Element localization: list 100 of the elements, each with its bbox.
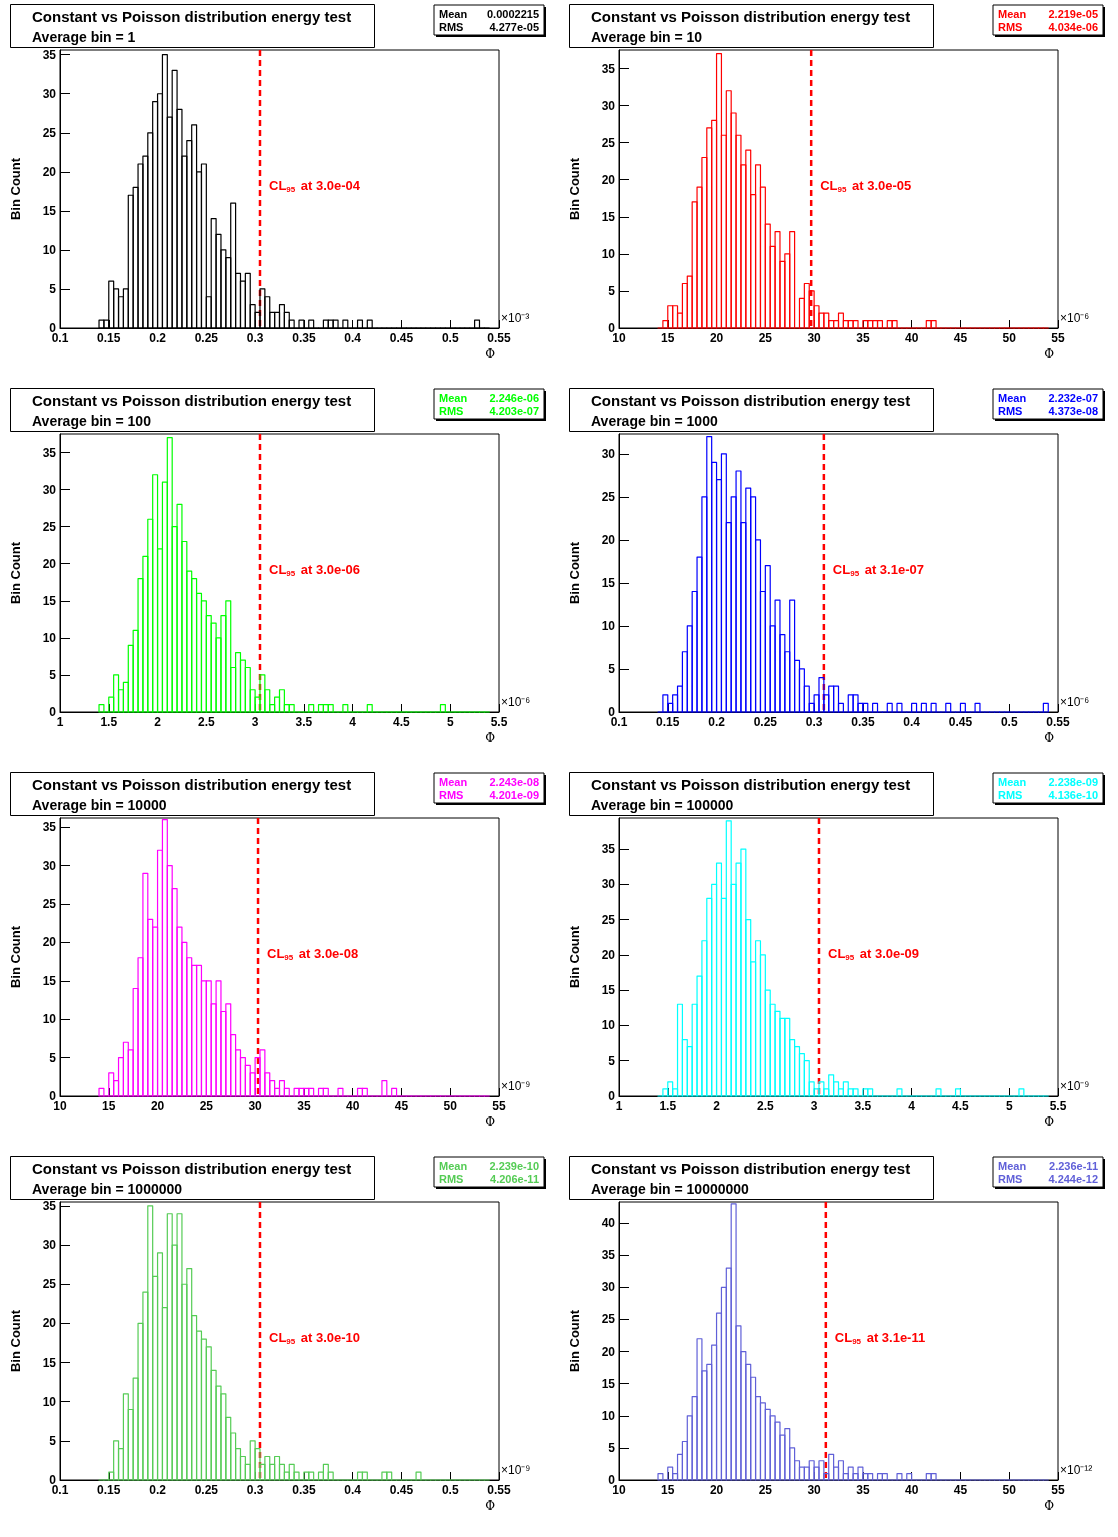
x-tick-label: 0.55 [487,331,511,345]
chart-title: Constant vs Poisson distribution energy test [591,776,911,793]
x-tick-label: 25 [758,331,773,345]
y-tick-label: 25 [42,125,57,140]
x-tick-label: 0.15 [97,331,121,345]
x-tick-label: 0.2 [149,331,167,345]
y-tick-label: 5 [608,283,616,298]
x-tick-label: 0.45 [389,331,414,345]
y-tick-label: 20 [601,532,616,547]
y-tick-label: 25 [601,912,616,927]
text: Mean 2.238e-09 [998,775,1098,788]
y-tick-label: 35 [601,61,616,76]
x-tick-label: 0.2 [149,1483,167,1497]
x-tick-label: 40 [904,331,919,345]
x-tick-label: 3.5 [854,1099,872,1113]
text: Mean 2.246e-06 [439,391,539,404]
text: RMS 4.244e-12 [998,1172,1098,1185]
y-tick-label: 30 [601,1280,616,1295]
x-axis-title: Φ [485,1115,496,1129]
text: ×10⁻³ [501,311,530,325]
x-tick-label: 40 [345,1099,360,1113]
text: RMS 4.373e-08 [998,404,1098,417]
x-tick-label: 0.25 [194,331,219,345]
y-tick-label: 30 [42,1238,57,1253]
y-tick-label: 15 [601,575,616,590]
x-axis-title: Φ [1044,1499,1055,1513]
y-tick-label: 10 [42,1012,57,1027]
y-axis-title: Bin Count [567,541,582,605]
y-tick-label: 30 [42,858,57,873]
y-tick-label: 20 [601,1344,616,1359]
x-tick-label: 45 [953,331,968,345]
text: ×10⁻⁶ [1060,695,1090,709]
x-tick-label: 20 [709,331,724,345]
chart-title: Constant vs Poisson distribution energy test [32,8,352,25]
x-axis-title: Φ [485,1499,496,1513]
text: Mean 2.239e-10 [439,1159,539,1172]
y-tick-label: 40 [601,1216,616,1231]
chart-title: Constant vs Poisson distribution energy test [32,776,352,793]
y-tick-label: 0 [49,1089,57,1103]
x-tick-label: 0.55 [487,1483,511,1497]
y-tick-label: 10 [42,242,57,257]
y-tick-label: 35 [42,1198,57,1213]
y-tick-label: 10 [601,1408,616,1423]
x-tick-label: 30 [807,331,822,345]
y-tick-label: 0 [608,1089,616,1103]
x-tick-label: 0.35 [292,1483,316,1497]
x-tick-label: 50 [443,1099,458,1113]
y-tick-label: 15 [601,1376,616,1391]
x-tick-label: 0.2 [708,715,726,729]
x-tick-label: 20 [150,1099,165,1113]
x-tick-label: 0.35 [292,331,316,345]
chart-title: Constant vs Poisson distribution energy test [591,1160,911,1177]
y-tick-label: 5 [608,1053,616,1068]
y-axis-title: Bin Count [8,1309,23,1373]
text: ×10⁻⁶ [1060,311,1090,325]
y-tick-label: 20 [601,172,616,187]
x-tick-label: 30 [248,1099,263,1113]
y-tick-label: 5 [608,661,616,676]
x-tick-label: 55 [1051,1483,1065,1497]
y-tick-label: 30 [601,446,616,461]
y-tick-label: 0 [608,321,616,335]
x-tick-label: 0.25 [753,715,778,729]
text: ×10⁻⁶ [501,695,531,709]
text: Mean 2.219e-05 [998,7,1098,20]
y-tick-label: 5 [49,1050,57,1065]
x-tick-label: 0.4 [903,715,921,729]
y-tick-label: 35 [42,445,57,460]
chart-title: Constant vs Poisson distribution energy test [32,392,352,409]
x-tick-label: 2.5 [197,715,215,729]
y-tick-label: 20 [601,947,616,962]
y-tick-label: 25 [601,135,616,150]
x-tick-label: 2.5 [756,1099,774,1113]
y-tick-label: 15 [42,1355,57,1370]
x-tick-label: 3 [810,1099,818,1113]
x-axis-title: Φ [1044,1115,1055,1129]
y-tick-label: 35 [601,1248,616,1263]
chart-subtitle: Average bin = 10000000 [591,1181,750,1197]
y-axis-title: Bin Count [567,1309,582,1373]
text: RMS 4.206e-11 [439,1172,539,1185]
x-tick-label: 40 [904,1483,919,1497]
text: RMS 4.203e-07 [439,404,539,417]
text: RMS 4.201e-09 [439,788,539,801]
y-tick-label: 15 [42,973,57,988]
x-tick-label: 4.5 [393,715,411,729]
y-tick-label: 25 [42,897,57,912]
x-tick-label: 35 [297,1099,311,1113]
y-tick-label: 20 [42,1316,57,1331]
text: Mean 0.0002215 [439,7,539,20]
x-tick-label: 5.5 [490,715,508,729]
x-tick-label: 5 [446,715,454,729]
y-tick-label: 15 [601,209,616,224]
x-tick-label: 5 [1005,1099,1013,1113]
text: ×10⁻¹² [1060,1463,1093,1477]
x-tick-label: 0.35 [851,715,875,729]
x-tick-label: 0.15 [656,715,680,729]
x-tick-label: 5.5 [1049,1099,1067,1113]
x-tick-label: 2 [713,1099,721,1113]
chart-subtitle: Average bin = 1000000 [32,1181,183,1197]
y-tick-label: 30 [601,98,616,113]
x-tick-label: 4 [908,1099,916,1113]
